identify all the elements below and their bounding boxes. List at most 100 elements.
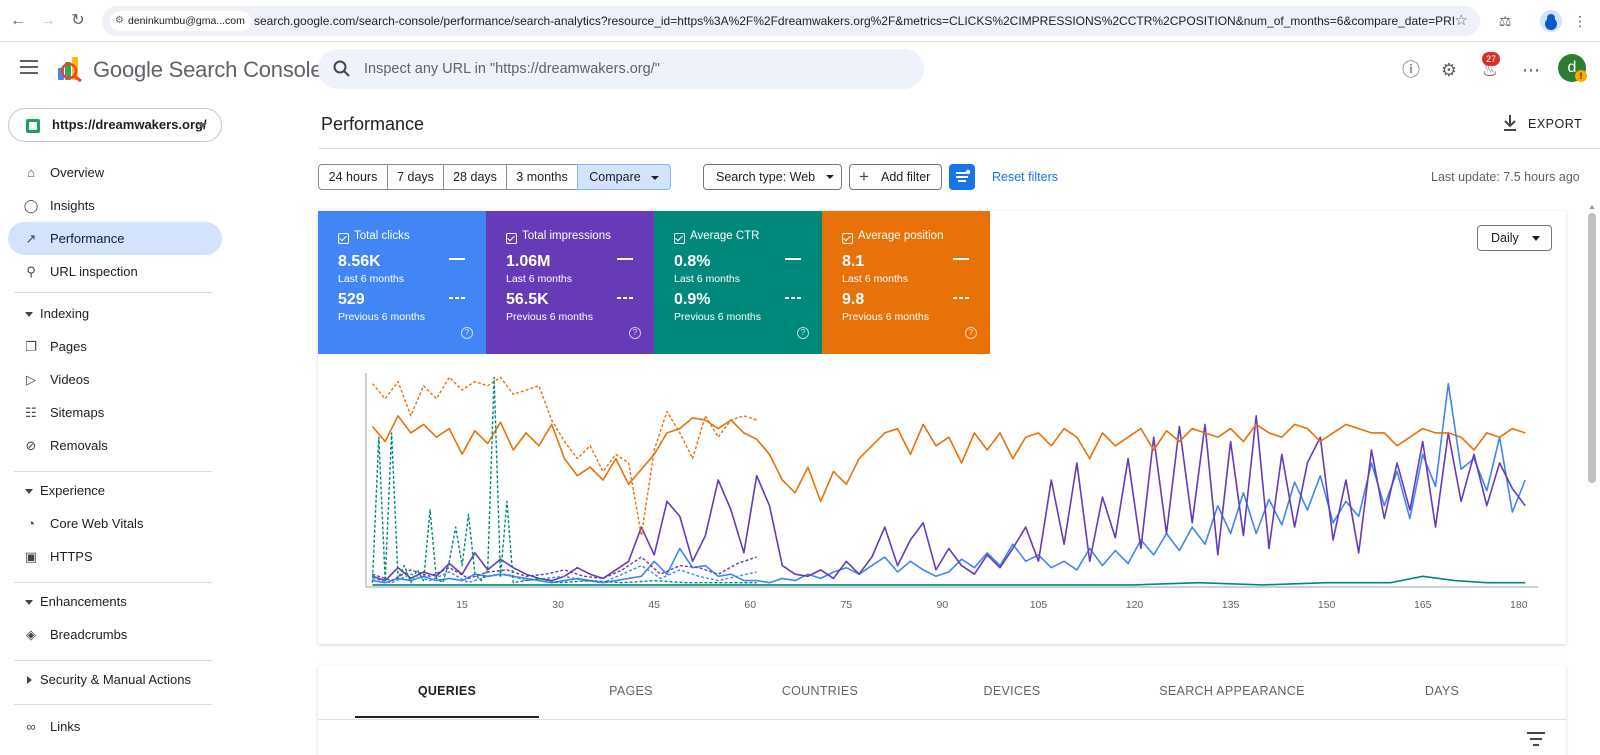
checkbox-checked-icon[interactable] — [842, 233, 853, 244]
sidebar-item-url-inspection[interactable]: ⚲ URL inspection — [8, 255, 222, 288]
table-filter-icon[interactable] — [1527, 732, 1545, 746]
section-label: Experience — [40, 483, 106, 498]
checkbox-checked-icon[interactable] — [506, 233, 517, 244]
checkbox-checked-icon[interactable] — [674, 233, 685, 244]
search-icon: ⚲ — [26, 264, 36, 279]
metric-current-value: 0.8% — [674, 253, 711, 270]
sidebar-item-performance[interactable]: ↗ Performance — [8, 222, 222, 255]
x-tick-label: 30 — [552, 599, 564, 611]
tab-pages[interactable]: PAGES — [609, 684, 653, 698]
url-text[interactable]: search.google.com/search-console/perform… — [254, 14, 1454, 28]
help-icon[interactable]: ? — [797, 327, 809, 339]
metric-current-period: Last 6 months — [338, 273, 404, 285]
home-icon: ⌂ — [27, 165, 35, 180]
checkbox-checked-icon[interactable] — [338, 233, 349, 244]
search-type-filter[interactable]: Search type: Web — [703, 164, 842, 190]
sidebar-item-insights[interactable]: ◯ Insights — [8, 189, 222, 222]
metric-card-average-position[interactable]: Average position 8.1 Last 6 months 9.8 Previ… — [822, 211, 990, 354]
series-line-total-impressions-previous[interactable] — [372, 556, 757, 582]
x-tick-label: 15 — [456, 599, 468, 611]
metric-card-total-clicks[interactable]: Total clicks 8.56K Last 6 months 529 Previou… — [318, 211, 486, 354]
sidebar-item-label: Sitemaps — [50, 405, 105, 420]
dashed-line-legend-icon — [785, 297, 802, 299]
tab-queries[interactable]: QUERIES — [355, 666, 539, 718]
sidebar-section-enhancements[interactable]: Enhancements — [8, 588, 222, 616]
bookmark-star-icon[interactable]: ☆ — [1454, 12, 1468, 29]
browser-profile-avatar[interactable] — [1540, 10, 1562, 32]
series-line-total-clicks[interactable] — [372, 382, 1526, 584]
metric-name: Total impressions — [522, 230, 611, 242]
help-icon[interactable]: ? — [965, 327, 977, 339]
granularity-label: Daily — [1491, 231, 1519, 245]
address-bar[interactable]: ⚙ deninkumbu@gma...com search.google.com… — [102, 6, 1480, 36]
help-icon[interactable]: ? — [629, 327, 641, 339]
metric-card-average-ctr[interactable]: Average CTR 0.8% Last 6 months 0.9% Previous… — [654, 211, 822, 354]
tab-devices[interactable]: DEVICES — [983, 684, 1041, 698]
forward-icon[interactable]: → — [40, 12, 56, 29]
last-update-text: Last update: 7.5 hours ago — [1431, 170, 1580, 184]
x-tick-label: 135 — [1222, 599, 1240, 611]
reload-icon[interactable]: ↻ — [71, 12, 85, 29]
filter-settings-button[interactable] — [949, 164, 975, 190]
sidebar-item-core-web-vitals[interactable]: ◔ Core Web Vitals — [8, 507, 222, 540]
help-icon[interactable]: ? — [461, 327, 473, 339]
search-input[interactable] — [364, 49, 904, 89]
range-3-months[interactable]: 3 months — [506, 164, 578, 190]
sidebar-item-label: Removals — [50, 438, 108, 453]
url-inspection-search[interactable] — [318, 49, 924, 89]
help-icon[interactable]: ⓘ — [1402, 60, 1420, 80]
scroll-up-arrow-icon[interactable] — [1589, 205, 1595, 209]
labs-flask-icon[interactable]: ⚖ — [1498, 13, 1512, 29]
metric-name: Average CTR — [690, 230, 760, 242]
series-line-average-position-previous[interactable] — [371, 376, 757, 537]
range-28-days[interactable]: 28 days — [443, 164, 507, 190]
settings-user-icon[interactable]: ⚙ — [1440, 60, 1458, 80]
add-filter-label: Add filter — [881, 170, 931, 184]
sidebar-section-indexing[interactable]: Indexing — [8, 300, 222, 328]
sidebar-item-removals[interactable]: ⊘ Removals — [8, 429, 222, 462]
section-label: Enhancements — [40, 594, 127, 609]
dashed-line-legend-icon — [953, 297, 970, 299]
browser-toolbar: ← → ↻ ⚙ deninkumbu@gma...com search.goog… — [0, 0, 1600, 42]
sidebar-item-links[interactable]: ∞ Links — [8, 710, 222, 743]
browser-menu-icon[interactable]: ⋮ — [1573, 13, 1587, 29]
apps-grid-icon[interactable]: ⋯ — [1522, 60, 1540, 80]
metric-previous-period: Previous 6 months — [674, 311, 761, 323]
range-7-days[interactable]: 7 days — [387, 164, 444, 190]
tab-countries[interactable]: COUNTRIES — [781, 684, 859, 698]
user-avatar[interactable]: d ! — [1558, 54, 1587, 82]
sidebar-section-experience[interactable]: Experience — [8, 477, 222, 505]
range-24-hours[interactable]: 24 hours — [318, 164, 388, 190]
account-chip[interactable]: ⚙ deninkumbu@gma...com — [110, 11, 251, 31]
reset-filters-link[interactable]: Reset filters — [992, 170, 1058, 184]
sidebar-item-videos[interactable]: ▷ Videos — [8, 363, 222, 396]
sidebar-item-overview[interactable]: ⌂ Overview — [8, 156, 222, 189]
granularity-dropdown[interactable]: Daily — [1477, 225, 1552, 251]
scrollbar-thumb[interactable] — [1588, 213, 1596, 483]
sidebar-item-breadcrumbs[interactable]: ◈ Breadcrumbs — [8, 618, 222, 651]
property-selector[interactable]: https://dreamwakers.org/ — [8, 108, 222, 142]
add-filter-button[interactable]: + Add filter — [849, 164, 942, 190]
series-line-total-impressions[interactable] — [372, 414, 1526, 582]
series-line-average-ctr[interactable] — [372, 575, 1526, 586]
main-menu-icon[interactable] — [20, 60, 38, 74]
property-url: https://dreamwakers.org/ — [52, 117, 207, 132]
sidebar-item-label: Overview — [50, 165, 105, 180]
tab-days[interactable]: DAYS — [1424, 684, 1460, 698]
sidebar-section-security[interactable]: Security & Manual Actions — [8, 666, 222, 694]
series-line-average-ctr-previous[interactable] — [371, 376, 757, 584]
metric-name: Average position — [858, 230, 944, 242]
page-scrollbar[interactable] — [1586, 205, 1598, 755]
metric-card-total-impressions[interactable]: Total impressions 1.06M Last 6 months 56.5K… — [486, 211, 654, 354]
tab-search-appearance[interactable]: SEARCH APPEARANCE — [1159, 684, 1305, 698]
sidebar-item-pages[interactable]: ❐ Pages — [8, 330, 222, 363]
range-compare[interactable]: Compare — [577, 164, 671, 190]
sidebar-item-https[interactable]: ▣ HTTPS — [8, 540, 222, 573]
sidebar-item-sitemaps[interactable]: ☷ Sitemaps — [8, 396, 222, 429]
metric-current-value: 8.56K — [338, 253, 381, 270]
series-line-average-position[interactable] — [371, 414, 1526, 503]
solid-line-legend-icon — [617, 258, 633, 260]
expand-triangle-icon — [27, 676, 32, 684]
back-icon[interactable]: ← — [10, 12, 26, 29]
sidebar-item-label: Insights — [50, 198, 95, 213]
